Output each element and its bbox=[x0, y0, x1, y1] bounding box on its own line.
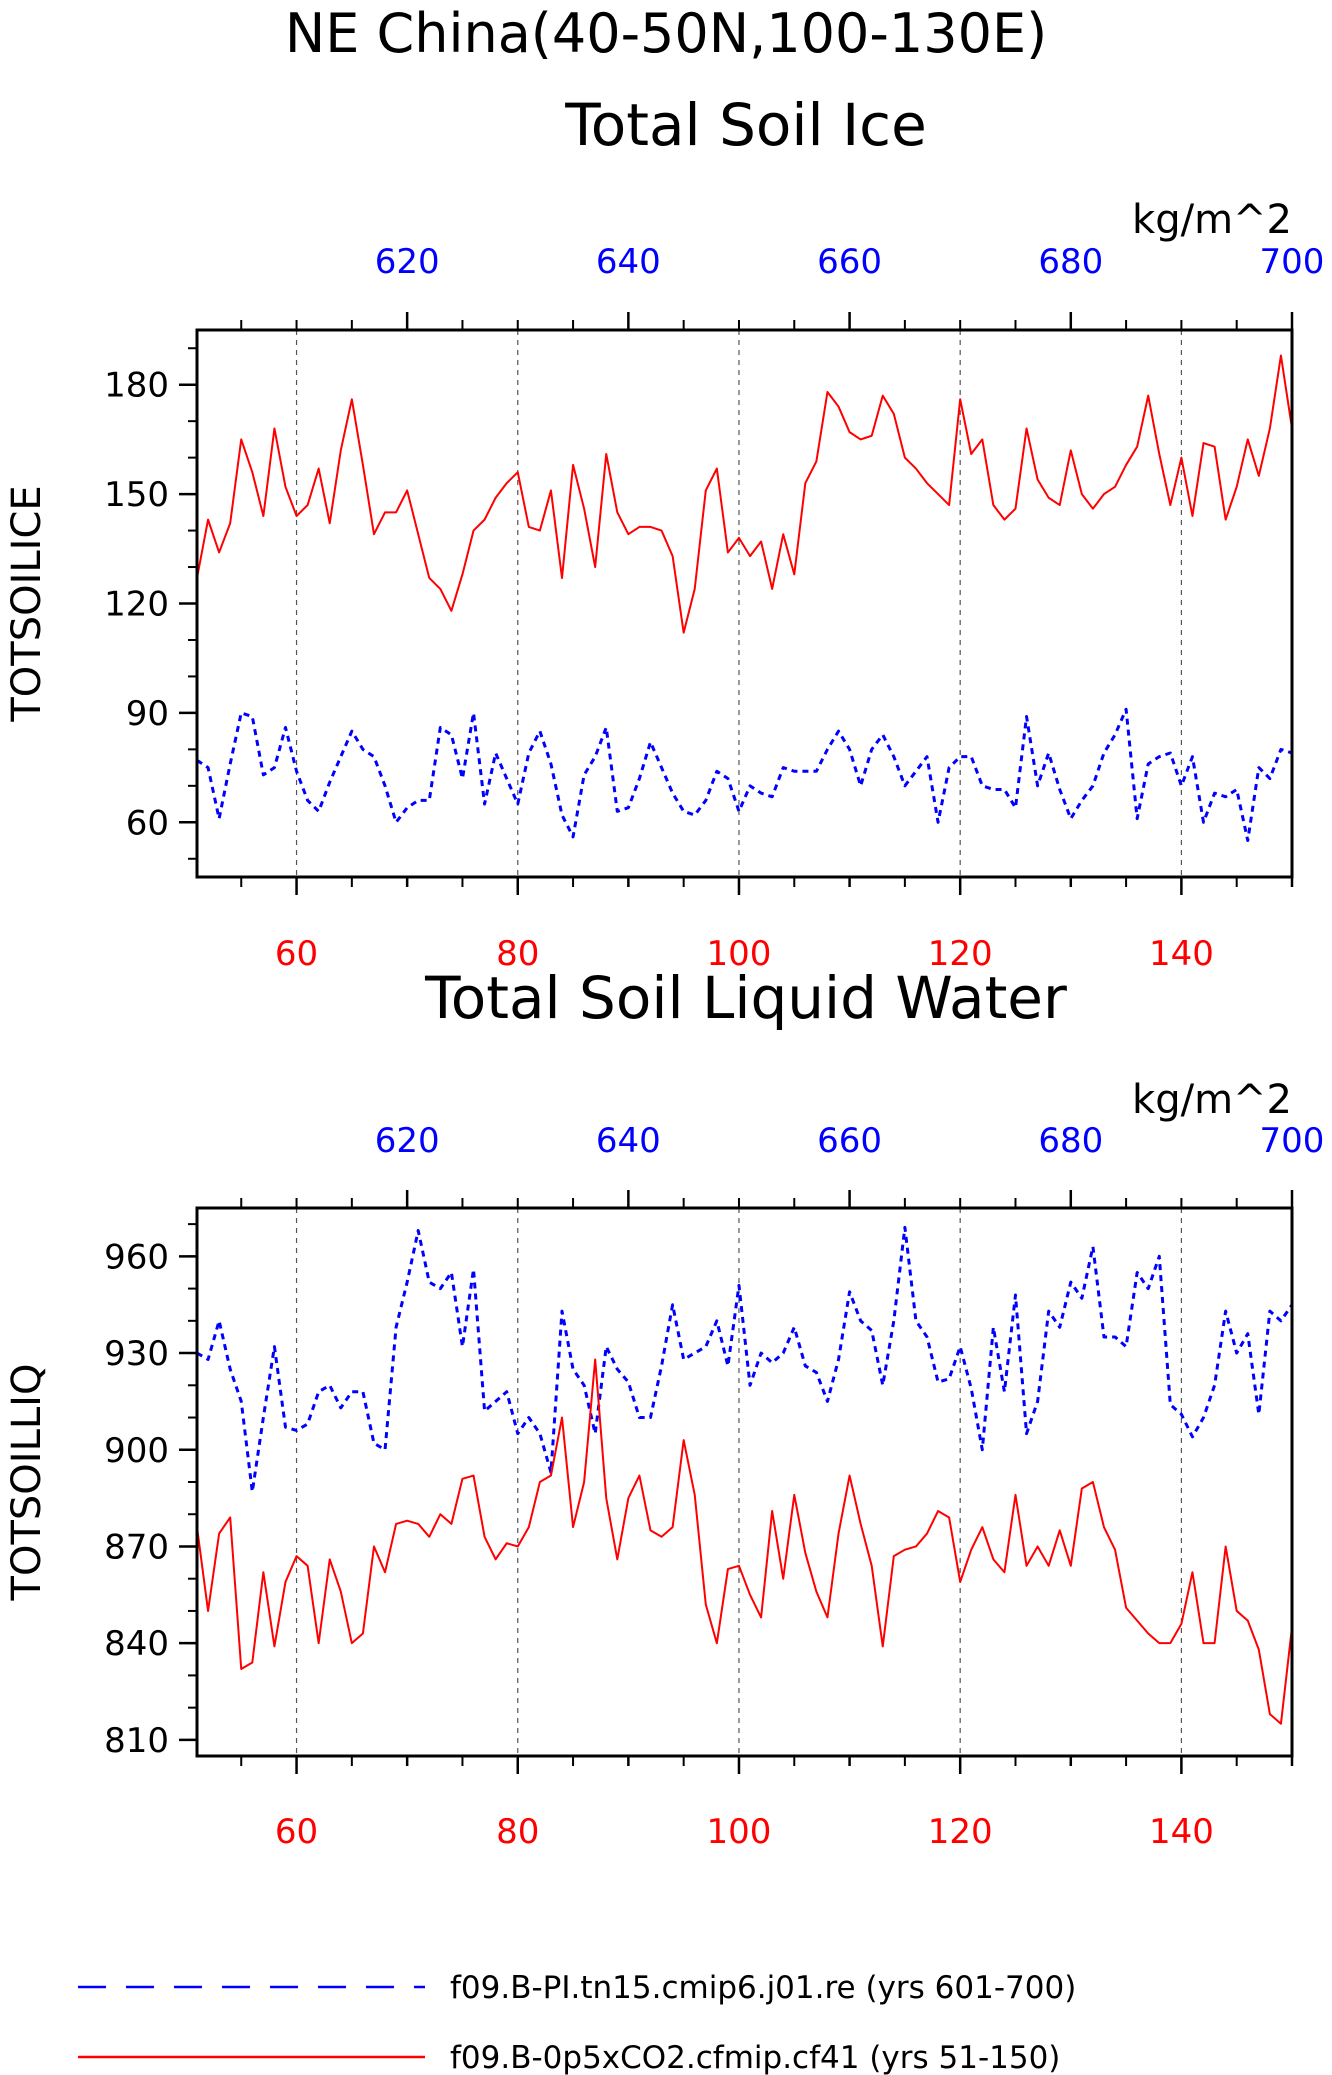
liquid-top-tick-label: 680 bbox=[1038, 1121, 1103, 1161]
main-title: NE China(40-50N,100-130E) bbox=[285, 2, 1047, 65]
ice-series-blue-dashed-line bbox=[197, 707, 1292, 843]
liquid-y-tick-label: 930 bbox=[104, 1334, 169, 1374]
liquid-bottom-tick-label: 60 bbox=[275, 1812, 318, 1852]
legend-label-red: f09.B-0p5xCO2.cfmip.cf41 (yrs 51-150) bbox=[450, 2040, 1060, 2075]
liquid-y-tick-label: 960 bbox=[104, 1237, 169, 1277]
ice-y-tick-label: 180 bbox=[104, 366, 169, 406]
ice-bottom-tick-label: 60 bbox=[275, 934, 318, 974]
liquid-bottom-tick-label: 140 bbox=[1149, 1812, 1214, 1852]
ice-bottom-tick-label: 80 bbox=[496, 934, 539, 974]
ice-panel-title: Total Soil Ice bbox=[564, 91, 927, 159]
liquid-bottom-tick-label: 100 bbox=[707, 1812, 772, 1852]
ice-y-tick-label: 120 bbox=[104, 585, 169, 625]
ice-y-tick-label: 60 bbox=[126, 803, 169, 843]
liquid-y-tick-label: 870 bbox=[104, 1527, 169, 1567]
liquid-top-tick-label: 660 bbox=[817, 1121, 882, 1161]
ice-top-tick-label: 640 bbox=[596, 242, 661, 282]
legend: f09.B-PI.tn15.cmip6.j01.re (yrs 601-700)… bbox=[78, 1970, 1076, 2075]
ice-y-tick-label: 150 bbox=[104, 475, 169, 515]
ice-top-tick-label: 700 bbox=[1260, 242, 1325, 282]
ice-bottom-tick-label: 120 bbox=[928, 934, 993, 974]
ice-series-red-solid-line bbox=[197, 354, 1292, 634]
ice-bottom-tick-label: 100 bbox=[707, 934, 772, 974]
liquid-series-red-solid-line bbox=[197, 1358, 1292, 1725]
liquid-top-tick-label: 620 bbox=[375, 1121, 440, 1161]
liquid-top-tick-label: 700 bbox=[1260, 1121, 1325, 1161]
ice-top-tick-label: 680 bbox=[1038, 242, 1103, 282]
liquid-y-tick-label: 840 bbox=[104, 1624, 169, 1664]
soil-ice-panel: Total Soil Ice kg/m^2 TOTSOILICE 60 90 120 150… bbox=[4, 91, 1324, 974]
liquid-y-axis-label: TOTSOILLIQ bbox=[4, 1364, 50, 1602]
liquid-series-blue-dashed-line bbox=[197, 1225, 1292, 1494]
liquid-plot-frame bbox=[195, 1206, 1294, 1758]
liquid-units-label: kg/m^2 bbox=[1132, 1077, 1292, 1123]
liquid-y-tick-label: 810 bbox=[104, 1721, 169, 1761]
liquid-panel-title: Total Soil Liquid Water bbox=[424, 964, 1067, 1032]
liquid-top-tick-label: 640 bbox=[596, 1121, 661, 1161]
liquid-bottom-tick-label: 120 bbox=[928, 1812, 993, 1852]
ice-y-tick-label: 90 bbox=[126, 694, 169, 734]
ice-plot-frame bbox=[195, 328, 1294, 879]
ice-top-tick-label: 660 bbox=[817, 242, 882, 282]
liquid-bottom-tick-label: 80 bbox=[496, 1812, 539, 1852]
soil-liquid-panel: Total Soil Liquid Water kg/m^2 TOTSOILLIQ 8… bbox=[4, 964, 1324, 1852]
ice-units-label: kg/m^2 bbox=[1132, 197, 1292, 243]
legend-label-blue: f09.B-PI.tn15.cmip6.j01.re (yrs 601-700) bbox=[450, 1970, 1076, 2006]
ice-y-axis-label: TOTSOILICE bbox=[4, 485, 50, 722]
ice-top-tick-label: 620 bbox=[375, 242, 440, 282]
ice-bottom-tick-label: 140 bbox=[1149, 934, 1214, 974]
liquid-y-tick-label: 900 bbox=[104, 1431, 169, 1471]
